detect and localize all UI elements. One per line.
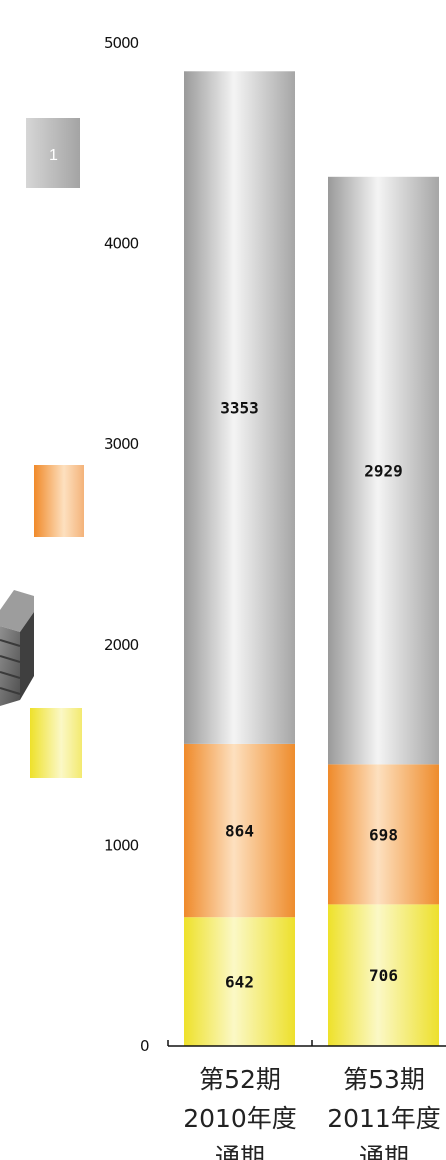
x-category-label: 2011年度 <box>327 1104 441 1133</box>
bars <box>184 71 439 1046</box>
x-category-label: 通期 <box>359 1143 409 1160</box>
data-label: 3353 <box>220 399 259 418</box>
legend: 1 <box>26 118 84 778</box>
y-tick-label: 3000 <box>104 435 139 453</box>
x-category-label: 第53期 <box>343 1065 425 1094</box>
y-tick-label: 1000 <box>104 836 139 854</box>
bar-segment-gray <box>328 176 439 765</box>
data-label: 2929 <box>364 462 403 481</box>
data-label: 706 <box>369 966 398 985</box>
stacked-boxes-illustration <box>0 590 34 706</box>
legend-swatch-orange <box>34 465 84 537</box>
data-label: 864 <box>225 822 254 841</box>
bar-segment-orange <box>328 764 439 905</box>
data-label: 642 <box>225 973 254 992</box>
x-category-label: 第52期 <box>199 1065 281 1094</box>
legend-swatch-gray <box>26 118 80 188</box>
y-tick-label: 5000 <box>104 34 139 52</box>
y-tick-label: 4000 <box>104 235 139 253</box>
data-label: 698 <box>369 825 398 844</box>
bar-segment-gray <box>184 71 295 744</box>
x-axis <box>167 1040 446 1047</box>
y-tick-label: 0 <box>140 1037 149 1055</box>
legend-swatch-yellow <box>30 708 82 778</box>
x-category-label: 2010年度 <box>183 1104 297 1133</box>
bar-segment-orange <box>184 743 295 918</box>
bar-segment-yellow <box>328 904 439 1046</box>
y-tick-label: 2000 <box>104 636 139 654</box>
x-category-label: 通期 <box>215 1143 265 1160</box>
y-axis-tick-labels: 0 1000 2000 3000 4000 5000 <box>104 34 150 1055</box>
data-labels: 642 864 3353 706 698 2929 <box>220 399 403 992</box>
bar-segment-yellow <box>184 917 295 1046</box>
legend-swatch-gray-text: 1 <box>49 147 58 164</box>
